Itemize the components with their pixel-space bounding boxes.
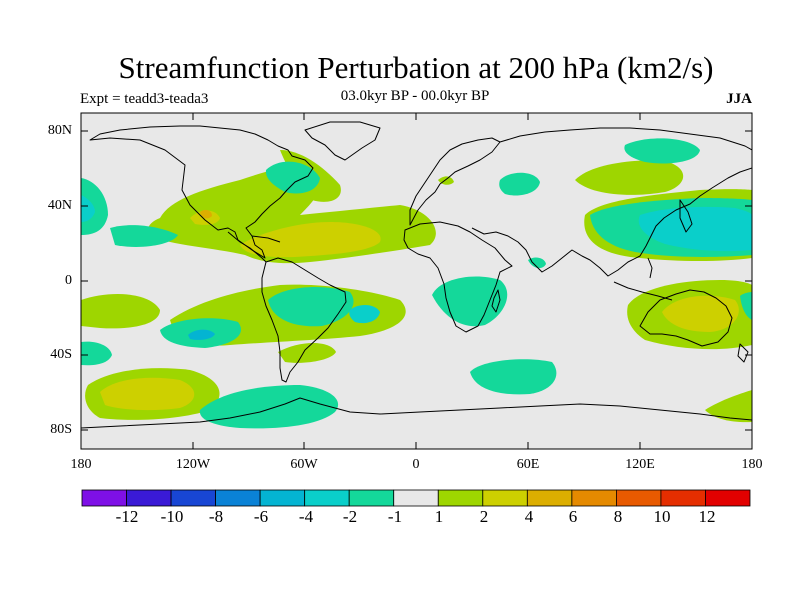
- contour-neg1-north-atlantic: [265, 161, 320, 194]
- contour-neg1-india: [528, 257, 546, 269]
- coast-greenland: [304, 121, 381, 161]
- colorbar-box: [660, 489, 706, 507]
- colorbar-box: [170, 489, 217, 507]
- colorbar-label: 8: [613, 507, 623, 526]
- contour-neg4-south-pacific: [188, 329, 215, 340]
- contour-pos2-australia: [662, 295, 739, 332]
- colorbar-box: [126, 489, 172, 507]
- colorbar: [81, 489, 751, 507]
- lon-label-0: 0: [412, 457, 420, 472]
- colorbar-label: -12: [115, 507, 139, 526]
- coast-madagascar: [491, 289, 501, 313]
- coast-philippines: [647, 257, 653, 279]
- colorbar-box: [304, 489, 350, 507]
- coast-asia: [471, 127, 752, 277]
- contour-neg1-west-edge: [81, 178, 108, 235]
- contour-neg1-cape: [740, 292, 752, 320]
- season-label: JJA: [726, 91, 752, 107]
- colorbar-box: [482, 489, 528, 507]
- contour-pos2-atlantic-band: [240, 222, 381, 258]
- colorbar-label: -10: [160, 507, 184, 526]
- coast-australia: [639, 289, 733, 347]
- contour-pos4-gulf-core: [200, 209, 212, 219]
- colorbar-box: [437, 489, 484, 507]
- contour-neg1-southeast-pacific-small: [81, 341, 112, 366]
- contour-pos1-patagonia: [278, 343, 336, 363]
- colorbar-box: [616, 489, 662, 507]
- coast-south-america: [261, 257, 347, 383]
- lon-label-120w: 120W: [175, 457, 211, 472]
- coast-africa: [403, 221, 513, 333]
- coast-central-america: [227, 231, 267, 263]
- lat-label-80n: 80N: [47, 123, 72, 138]
- colorbar-box: [259, 489, 306, 507]
- lat-label-40n: 40N: [47, 198, 72, 213]
- lat-label-0: 0: [65, 273, 72, 288]
- contour-neg2-brazil: [349, 304, 380, 324]
- colorbar-box: [81, 489, 127, 507]
- colorbar-box: [393, 489, 439, 507]
- contour-pos1-southwest-pacific: [705, 390, 752, 423]
- lon-label-60e: 60E: [516, 457, 540, 472]
- coast-new-zealand: [737, 343, 749, 363]
- contour-neg1-east-pacific: [110, 225, 178, 247]
- contour-neg1-south-indian: [470, 359, 557, 395]
- contour-neg1-siberia: [499, 172, 540, 196]
- chart-title: Streamfunction Perturbation at 200 hPa (…: [118, 50, 714, 85]
- colorbar-box: [348, 489, 395, 507]
- coast-north-america: [89, 125, 314, 259]
- colorbar-box: [215, 489, 261, 507]
- colorbar-label: -6: [253, 507, 269, 526]
- lat-label-80s: 80S: [50, 422, 72, 437]
- experiment-label: Expt = teadd3-teada3: [80, 91, 209, 107]
- colorbar-box: [571, 489, 617, 507]
- period-label: 03.0kyr BP - 00.0kyr BP: [340, 88, 490, 104]
- map-plot-area: [81, 113, 752, 449]
- contour-pos1-southeast-pacific: [81, 294, 160, 329]
- contour-pos2-southern-ocean: [100, 377, 195, 411]
- colorbar-label: 12: [698, 507, 716, 526]
- colorbar-label: -1: [387, 507, 403, 526]
- colorbar-label: 1: [434, 507, 444, 526]
- colorbar-label: -4: [298, 507, 314, 526]
- contour-neg2-east-asia-core: [638, 206, 752, 252]
- contour-pos1-north-pacific: [575, 160, 684, 195]
- lon-label-180w: 180: [70, 457, 92, 472]
- colorbar-label: 4: [524, 507, 534, 526]
- lat-label-40s: 40S: [50, 347, 72, 362]
- contour-fields: [81, 138, 752, 429]
- colorbar-label: 10: [653, 507, 671, 526]
- colorbar-box: [705, 489, 751, 507]
- coastlines: [81, 121, 752, 429]
- lon-label-180e: 180: [741, 457, 763, 472]
- colorbar-box: [526, 489, 573, 507]
- coast-cuba: [251, 235, 281, 243]
- lon-label-120e: 120E: [625, 457, 655, 472]
- contour-neg2-west-edge: [81, 195, 95, 222]
- map-ticks: [81, 113, 752, 449]
- coast-antarctica: [81, 397, 752, 429]
- lon-label-60w: 60W: [290, 457, 318, 472]
- colorbar-label: -8: [208, 507, 224, 526]
- colorbar-label: 6: [568, 507, 578, 526]
- contour-neg1-north-pacific: [624, 138, 700, 164]
- contour-neg1-south-atlantic: [268, 287, 354, 327]
- coast-indonesia: [613, 281, 673, 301]
- colorbar-label: 2: [479, 507, 489, 526]
- colorbar-label: -2: [342, 507, 358, 526]
- coast-japan: [679, 199, 693, 233]
